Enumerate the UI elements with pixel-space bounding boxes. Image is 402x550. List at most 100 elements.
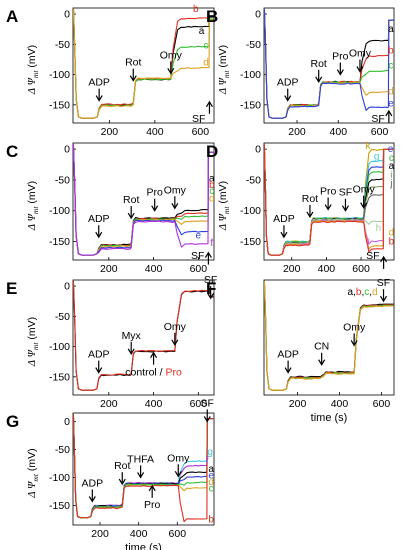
y-axis-label: Δ Ψmt (mV) bbox=[26, 317, 40, 367]
y-tick-label: -150 bbox=[49, 99, 70, 111]
y-tick-label: 0 bbox=[64, 416, 70, 428]
curve-label-e: e bbox=[196, 230, 202, 241]
annotation-rot: Rot bbox=[123, 194, 139, 220]
curve-label-b: b bbox=[389, 237, 395, 248]
x-tick-label: 400 bbox=[130, 528, 148, 540]
annotation-myx: Myx bbox=[122, 330, 142, 356]
traces bbox=[264, 281, 394, 391]
arrow-head bbox=[118, 478, 126, 486]
annotation-label: ADP bbox=[88, 77, 110, 89]
curve-label-b: b bbox=[193, 4, 199, 15]
arrow-head bbox=[95, 95, 103, 102]
axes-frame bbox=[72, 279, 215, 396]
x-tick-label: 600 bbox=[169, 528, 187, 540]
y-tick-label: -50 bbox=[55, 39, 70, 51]
annotation-label: ADP bbox=[88, 349, 110, 361]
series-line-d bbox=[264, 144, 394, 256]
y-tick-label: -150 bbox=[49, 500, 70, 512]
traces bbox=[264, 144, 394, 256]
curve-label-c: c bbox=[388, 61, 393, 72]
annotation-label: Omy bbox=[164, 184, 187, 196]
x-tick-label: 200 bbox=[100, 263, 118, 275]
y-axis-label: Δ Ψmt (mV) bbox=[26, 45, 40, 95]
traces bbox=[264, 9, 394, 119]
axes-frame bbox=[72, 142, 215, 261]
annotation-adp: ADP bbox=[277, 77, 299, 102]
panel-d: D 0 -50 -100 -150 200 400 600 Δ Ψmt (mV) ADP RotPr… bbox=[206, 141, 395, 275]
x-tick-label: 400 bbox=[145, 398, 163, 410]
traces bbox=[73, 414, 214, 523]
arrow-head bbox=[306, 211, 314, 219]
arrow-head bbox=[350, 340, 358, 347]
y-tick-label: -150 bbox=[49, 236, 70, 248]
panel-b: B 0 -50 -100 -150 200 400 600 Δ Ψmt (mV) ADP Rot Pr… bbox=[206, 7, 395, 138]
curve-label-a: a bbox=[389, 161, 395, 172]
x-tick-label: 400 bbox=[331, 398, 349, 410]
annotation-sf: SF bbox=[377, 277, 390, 303]
arrow-head bbox=[336, 69, 344, 76]
annotation-label: SF bbox=[201, 397, 214, 409]
x-tick-label: 400 bbox=[145, 263, 163, 275]
arrow-head bbox=[150, 351, 158, 358]
y-tick-label: -150 bbox=[240, 99, 261, 111]
annotation-label: ADP bbox=[82, 477, 104, 489]
axes-frame bbox=[263, 7, 395, 124]
panel-g: G 0 -50 -100 -150 200 400 600 Δ Ψmt (mV) time (s)… bbox=[6, 397, 215, 550]
x-tick-label: 600 bbox=[371, 126, 389, 138]
series-line-c bbox=[264, 9, 394, 119]
x-tick-label: 200 bbox=[283, 263, 301, 275]
axes-frame bbox=[263, 279, 395, 396]
curve-label-g: g bbox=[207, 447, 213, 458]
x-tick-label: 400 bbox=[146, 126, 164, 138]
annotation-label: ADP bbox=[273, 213, 295, 225]
series-line-b bbox=[73, 144, 214, 256]
curve-label-a: a bbox=[388, 24, 394, 35]
annotation-cn: CN bbox=[314, 341, 329, 366]
annotation-label: Pro bbox=[332, 51, 349, 63]
annotation-adp: ADP bbox=[273, 213, 295, 239]
annotation-label: Rot bbox=[311, 58, 327, 70]
arrow-head bbox=[284, 95, 292, 102]
annotation-label: Pro bbox=[320, 186, 337, 198]
legend-note-text: control / Pro bbox=[125, 367, 182, 379]
annotation-sf: SF bbox=[192, 100, 213, 125]
annotation-sf: SF bbox=[191, 250, 212, 265]
y-tick-label: 0 bbox=[255, 9, 261, 21]
arrow-head bbox=[174, 470, 182, 478]
axes-frame bbox=[263, 142, 395, 261]
y-tick-label: -50 bbox=[55, 174, 70, 186]
curve-label-c: c bbox=[204, 41, 209, 52]
y-tick-label: -100 bbox=[49, 341, 70, 353]
annotation-label: Omy bbox=[343, 321, 366, 333]
panel-label-a: A bbox=[6, 7, 18, 26]
curve-label-f: f bbox=[367, 238, 370, 249]
arrow-head bbox=[167, 68, 175, 75]
x-tick-label: 600 bbox=[190, 398, 208, 410]
y-axis-label: Δ Ψmt (mV) bbox=[26, 181, 40, 231]
arrow-head bbox=[129, 75, 137, 82]
panel-a: A 0 -50 -100 -150 200 400 600 Δ Ψmt (mV) ADP Rot Om… bbox=[6, 4, 215, 138]
annotation-omy: Omy bbox=[164, 184, 187, 210]
arrow-head bbox=[207, 292, 215, 300]
x-axis-label: time (s) bbox=[311, 412, 348, 424]
series-line-g bbox=[264, 144, 394, 256]
curve-label-c: c bbox=[209, 186, 214, 197]
x-tick-label: 600 bbox=[373, 398, 391, 410]
series-line-b bbox=[264, 9, 394, 119]
series-line-Pro bbox=[73, 281, 214, 391]
series-line-a bbox=[264, 9, 394, 119]
series-line-f bbox=[73, 144, 214, 256]
curve-label-f: f bbox=[206, 456, 209, 467]
annotation-omy: Omy bbox=[343, 321, 366, 347]
y-tick-label: -100 bbox=[240, 205, 261, 217]
x-tick-label: 200 bbox=[288, 126, 306, 138]
y-tick-label: -150 bbox=[49, 371, 70, 383]
annotation-label: Pro bbox=[144, 499, 161, 511]
arrow-head bbox=[203, 416, 211, 423]
traces bbox=[73, 9, 214, 119]
panel-label-f: F bbox=[206, 279, 216, 298]
annotation-adp: ADP bbox=[82, 477, 104, 503]
series-line-i bbox=[264, 144, 394, 256]
panel-c: C 0 -50 -100 -150 200 400 600 Δ Ψmt (mV) ADP Rot Pr… bbox=[6, 142, 215, 275]
